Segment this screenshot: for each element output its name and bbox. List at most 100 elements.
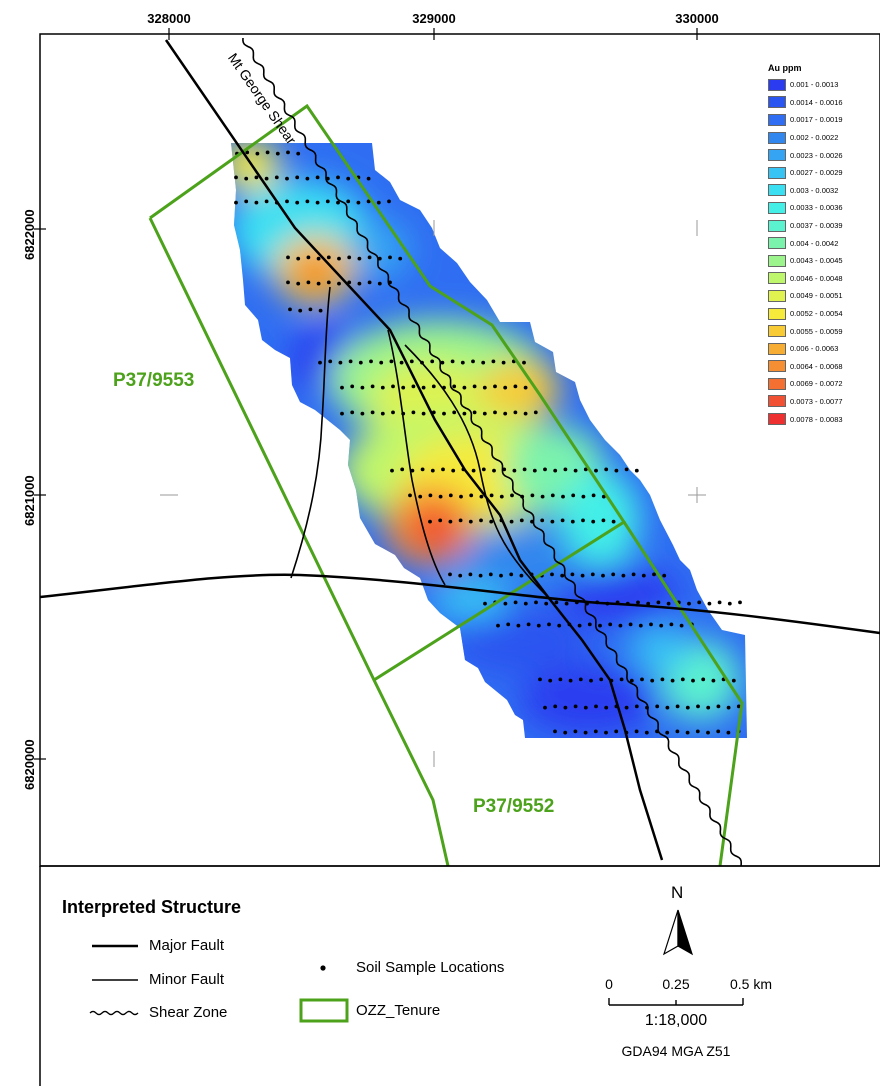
- au-legend-swatch: [768, 166, 786, 179]
- soil-sample-point: [583, 467, 588, 472]
- soil-sample-point: [346, 176, 351, 181]
- soil-sample-point: [685, 705, 690, 710]
- au-legend-swatch: [768, 325, 786, 338]
- soil-sample-point: [306, 255, 311, 260]
- soil-sample-point: [660, 677, 665, 682]
- soil-sample-point: [286, 255, 290, 260]
- soil-sample-point: [530, 493, 535, 498]
- soil-sample-point: [563, 705, 568, 710]
- soil-sample-point: [594, 468, 598, 473]
- soil-sample-point: [399, 360, 404, 365]
- soil-sample-point: [431, 384, 436, 389]
- tick-marks: [34, 28, 698, 760]
- soil-sample-point: [558, 677, 563, 682]
- soil-sample-point: [619, 677, 624, 682]
- soil-sample-point: [706, 730, 710, 735]
- soil-sample-point: [644, 730, 649, 735]
- soil-sample-point: [652, 572, 656, 577]
- au-legend-label: 0.0055 - 0.0059: [790, 326, 843, 336]
- au-legend-swatch: [768, 96, 786, 109]
- au-legend-swatch: [768, 184, 786, 197]
- soil-sample-point: [264, 176, 269, 181]
- soil-sample-point: [244, 176, 249, 181]
- soil-sample-point: [265, 150, 270, 155]
- au-legend-label: 0.006 - 0.0063: [790, 344, 839, 354]
- soil-sample-point: [275, 151, 280, 156]
- soil-sample-point: [488, 572, 493, 577]
- soil-sample-point: [391, 384, 395, 389]
- minor-fault-label: Minor Fault: [149, 971, 225, 988]
- soil-sample-point: [536, 623, 541, 628]
- soil-sample-point: [315, 175, 320, 180]
- soil-sample-point: [589, 678, 593, 683]
- soil-sample-point: [655, 704, 660, 709]
- soil-sample-point: [634, 704, 639, 709]
- soil-sample-point: [640, 677, 644, 682]
- soil-sample-point: [706, 705, 711, 710]
- soil-sample-point: [665, 705, 670, 710]
- soil-sample-point: [409, 359, 414, 364]
- y-coord-label: 6822000: [22, 209, 37, 260]
- y-coord-label: 6821000: [22, 475, 37, 526]
- soil-sample-point: [593, 729, 598, 734]
- soil-sample-point: [367, 255, 372, 260]
- soil-sample-point: [336, 175, 340, 180]
- soil-sample-point: [548, 678, 553, 683]
- soil-sample-point: [460, 360, 465, 365]
- au-legend-swatch: [768, 307, 786, 320]
- soil-sample-point: [468, 572, 473, 577]
- x-coord-label: 330000: [675, 11, 719, 26]
- soil-sample-point: [450, 359, 455, 364]
- soil-sample-point: [421, 411, 426, 416]
- soil-sample-point: [481, 360, 486, 365]
- soil-sample-point: [697, 600, 702, 605]
- soil-sample-point: [254, 175, 259, 180]
- au-legend-row: 0.0043 - 0.0045: [768, 252, 876, 270]
- au-legend-label: 0.0078 - 0.0083: [790, 414, 843, 424]
- soil-sample-point: [316, 256, 321, 261]
- soil-sample-point: [509, 572, 514, 577]
- soil-sample-point: [685, 730, 690, 735]
- soil-sample-point: [587, 622, 592, 627]
- au-legend-swatch: [768, 272, 786, 285]
- soil-sample-swatch: [320, 965, 326, 971]
- au-legend-swatch: [768, 201, 786, 214]
- soil-sample-point: [438, 494, 443, 499]
- soil-sample-point: [430, 468, 435, 473]
- datum-label: GDA94 MGA Z51: [621, 1043, 731, 1059]
- soil-sample-point: [513, 600, 518, 605]
- au-legend-label: 0.0017 - 0.0019: [790, 115, 843, 125]
- soil-sample-point: [458, 573, 463, 578]
- soil-sample-point: [716, 704, 721, 709]
- soil-sample-point: [350, 410, 355, 415]
- soil-sample-point: [367, 280, 372, 285]
- soil-sample-point: [472, 384, 477, 389]
- soil-sample-point: [390, 468, 394, 473]
- north-label: N: [671, 883, 684, 902]
- soil-sample-point: [318, 360, 322, 365]
- soil-sample-point: [418, 494, 423, 499]
- soil-sample-point: [430, 359, 435, 364]
- soil-sample-point: [337, 281, 341, 286]
- soil-sample-point: [358, 360, 363, 365]
- soil-sample-point: [255, 151, 260, 156]
- soil-sample-point: [563, 730, 568, 735]
- scale-label-0: 0: [605, 976, 613, 992]
- minor-faults: [290, 286, 549, 598]
- soil-sample-point: [568, 678, 573, 683]
- au-legend-label: 0.0043 - 0.0045: [790, 256, 843, 266]
- soil-sample-point: [489, 493, 494, 498]
- soil-sample-point: [501, 360, 506, 365]
- soil-sample-point: [550, 572, 554, 577]
- soil-sample-label: Soil Sample Locations: [356, 959, 505, 976]
- soil-sample-point: [305, 176, 310, 181]
- soil-sample-point: [356, 200, 361, 205]
- soil-sample-point: [448, 572, 452, 577]
- soil-sample-point: [583, 730, 588, 735]
- soil-sample-point: [611, 572, 616, 577]
- soil-sample-point: [598, 623, 602, 628]
- soil-sample-point: [360, 385, 365, 390]
- au-legend-label: 0.0046 - 0.0048: [790, 273, 843, 283]
- soil-sample-point: [601, 494, 606, 499]
